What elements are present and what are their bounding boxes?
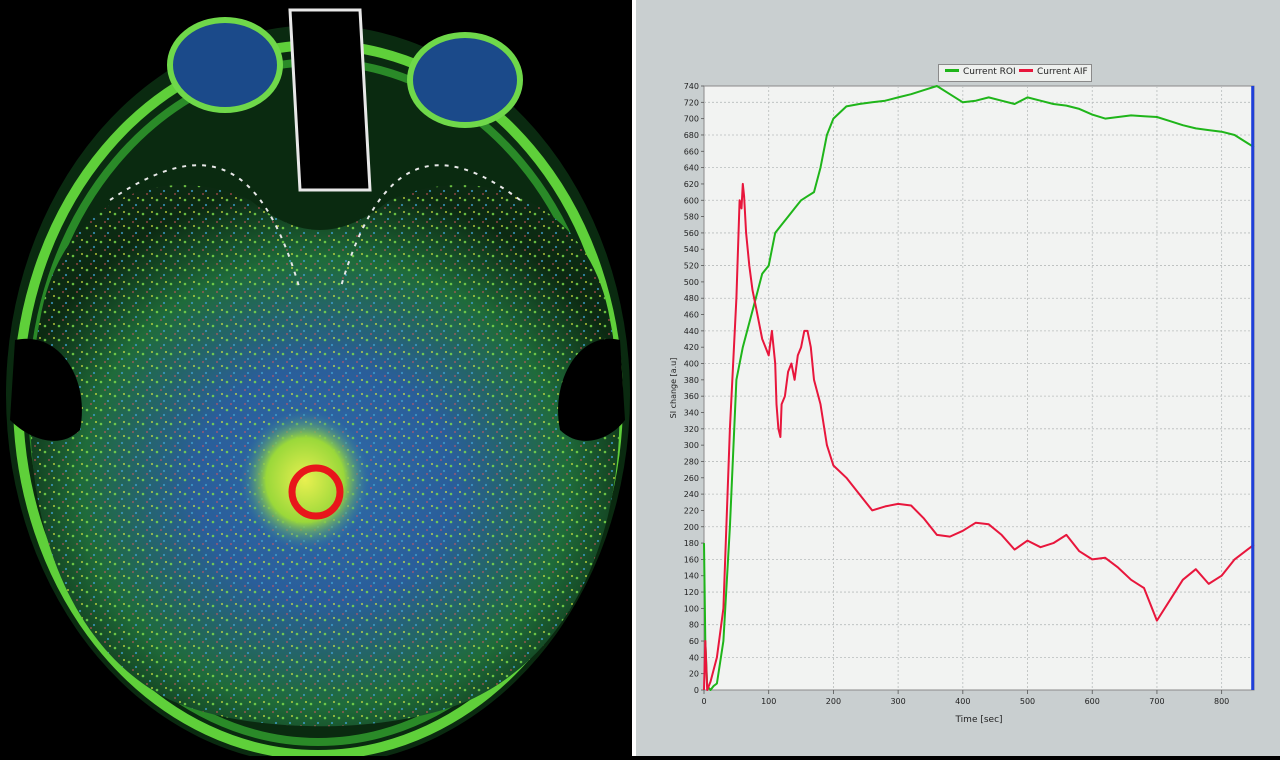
y-tick-label: 180 [684,539,699,548]
y-axis-ticks: 0 20 40 60 80 100 120 140 160 180 200 220 240 260 280 3… [684,82,704,695]
legend-swatch-roi [945,69,959,72]
y-tick-label: 200 [684,523,699,532]
x-tick-label: 800 [1214,697,1229,706]
chart-legend: Current ROI Current AIF [938,64,1092,82]
x-tick-label: 700 [1149,697,1164,706]
nasal-cavity [288,8,372,192]
series-line-aif [703,182,1255,691]
y-axis-label: SI change [a.u] [669,358,678,419]
si-change-line-chart: 0 20 40 60 80 100 120 140 160 180 200 220 240 260 280 3… [669,82,1255,725]
y-tick-label: 80 [689,621,699,630]
y-tick-label: 0 [694,686,699,695]
perfusion-map-image [0,0,636,756]
y-tick-label: 120 [684,588,699,597]
y-tick-label: 40 [689,653,699,662]
y-tick-label: 300 [684,441,699,450]
x-tick-label: 0 [701,697,706,706]
y-tick-label: 520 [684,262,699,271]
x-tick-label: 100 [761,697,776,706]
x-axis-label: Time [sec] [954,715,1002,725]
x-tick-label: 600 [1085,697,1100,706]
y-tick-label: 20 [689,670,699,679]
y-tick-label: 540 [684,245,699,254]
x-tick-label: 500 [1020,697,1035,706]
grid-lines [704,86,1254,690]
y-tick-label: 740 [684,82,699,91]
y-tick-label: 60 [689,637,699,646]
plot-area [703,85,1255,691]
x-axis-ticks: 0 100 200 300 400 500 600 700 800 [701,690,1229,706]
y-tick-label: 340 [684,408,699,417]
y-tick-label: 400 [684,360,699,369]
y-tick-label: 460 [684,311,699,320]
y-tick-label: 320 [684,425,699,434]
y-tick-label: 700 [684,115,699,124]
y-tick-label: 480 [684,294,699,303]
x-tick-label: 200 [826,697,841,706]
y-tick-label: 100 [684,604,699,613]
y-tick-label: 440 [684,327,699,336]
y-tick-label: 260 [684,474,699,483]
x-tick-label: 400 [955,697,970,706]
series-lines [703,85,1255,691]
brainstem-hotspot [240,410,370,550]
perfusion-map-icon [6,8,630,756]
y-tick-label: 720 [684,98,699,107]
y-tick-label: 600 [684,196,699,205]
series-line-roi [703,85,1255,691]
y-tick-label: 660 [684,147,699,156]
y-tick-label: 240 [684,490,699,499]
y-tick-label: 680 [684,131,699,140]
x-tick-label: 300 [890,697,905,706]
legend-swatch-aif [1019,69,1033,72]
y-tick-label: 580 [684,213,699,222]
y-tick-label: 560 [684,229,699,238]
y-tick-label: 280 [684,457,699,466]
y-tick-label: 160 [684,555,699,564]
panel-divider [632,0,636,756]
legend-label-roi: Current ROI [963,67,1016,77]
right-orbit [407,32,523,128]
y-tick-label: 640 [684,164,699,173]
legend-label-aif: Current AIF [1037,67,1088,77]
left-orbit [167,17,283,113]
y-tick-label: 420 [684,343,699,352]
y-tick-label: 140 [684,572,699,581]
y-tick-label: 380 [684,376,699,385]
chart-panel: 0 20 40 60 80 100 120 140 160 180 200 220 240 260 280 3… [636,0,1280,756]
y-tick-label: 620 [684,180,699,189]
y-tick-label: 360 [684,392,699,401]
y-tick-label: 220 [684,506,699,515]
y-tick-label: 500 [684,278,699,287]
roi-circle [288,464,344,520]
